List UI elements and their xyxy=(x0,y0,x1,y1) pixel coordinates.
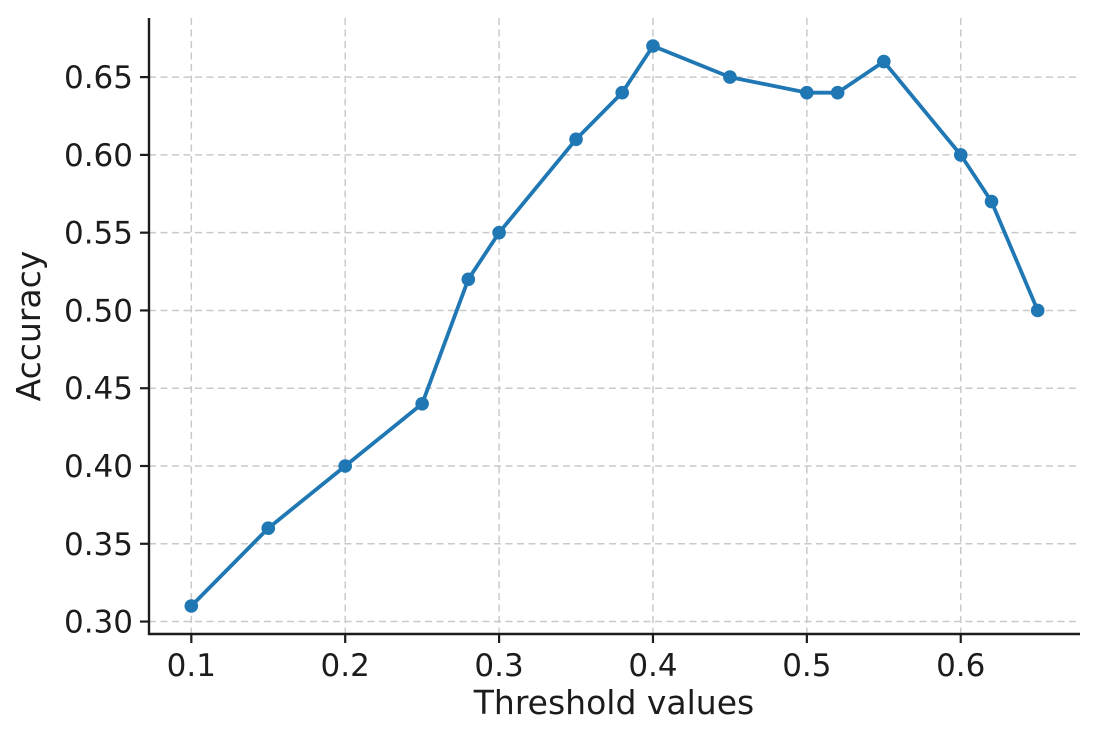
x-tick-label: 0.3 xyxy=(474,648,523,684)
data-series-line xyxy=(189,44,1040,608)
data-point-marker xyxy=(830,85,845,100)
y-tick-label: 0.30 xyxy=(64,605,133,641)
data-point-marker xyxy=(184,599,199,613)
x-tick-label: 0.2 xyxy=(321,648,370,684)
data-point-marker xyxy=(615,85,629,100)
data-point-marker xyxy=(492,225,506,240)
data-point-marker xyxy=(569,132,583,147)
y-tick-label: 0.40 xyxy=(64,449,133,485)
data-point-marker xyxy=(723,70,737,84)
grid-lines xyxy=(149,18,1080,634)
data-point-markers xyxy=(184,39,1045,613)
x-tick-label: 0.1 xyxy=(167,648,216,684)
data-point-marker xyxy=(461,272,476,287)
data-point-marker xyxy=(984,194,999,209)
data-point-marker xyxy=(261,521,276,536)
data-point-marker xyxy=(800,85,814,100)
data-point-marker xyxy=(338,459,353,473)
y-tick-label: 0.55 xyxy=(64,216,133,252)
x-tick-label: 0.5 xyxy=(782,648,831,684)
y-tick-label: 0.45 xyxy=(64,371,133,407)
y-tick-label: 0.65 xyxy=(64,60,133,96)
data-point-marker xyxy=(876,54,891,69)
x-tick-label: 0.6 xyxy=(936,648,985,684)
y-tick-label: 0.35 xyxy=(64,527,133,563)
data-point-marker xyxy=(415,396,429,411)
axis-ticks xyxy=(140,76,962,643)
data-point-marker xyxy=(646,39,660,53)
y-tick-label: 0.60 xyxy=(64,138,133,174)
y-tick-label: 0.50 xyxy=(64,293,133,329)
data-point-marker xyxy=(953,148,968,162)
x-tick-label: 0.4 xyxy=(628,648,677,684)
y-axis-label: Accuracy xyxy=(9,251,48,402)
data-point-marker xyxy=(1030,303,1045,318)
tick-labels: 0.1 0.2 0.3 0.4 0.5 0.6 0.30 0.35 0.40 0.45 0.50 0.… xyxy=(64,60,985,684)
axis-spines xyxy=(147,18,1080,636)
x-axis-label: Threshold values xyxy=(473,683,754,722)
